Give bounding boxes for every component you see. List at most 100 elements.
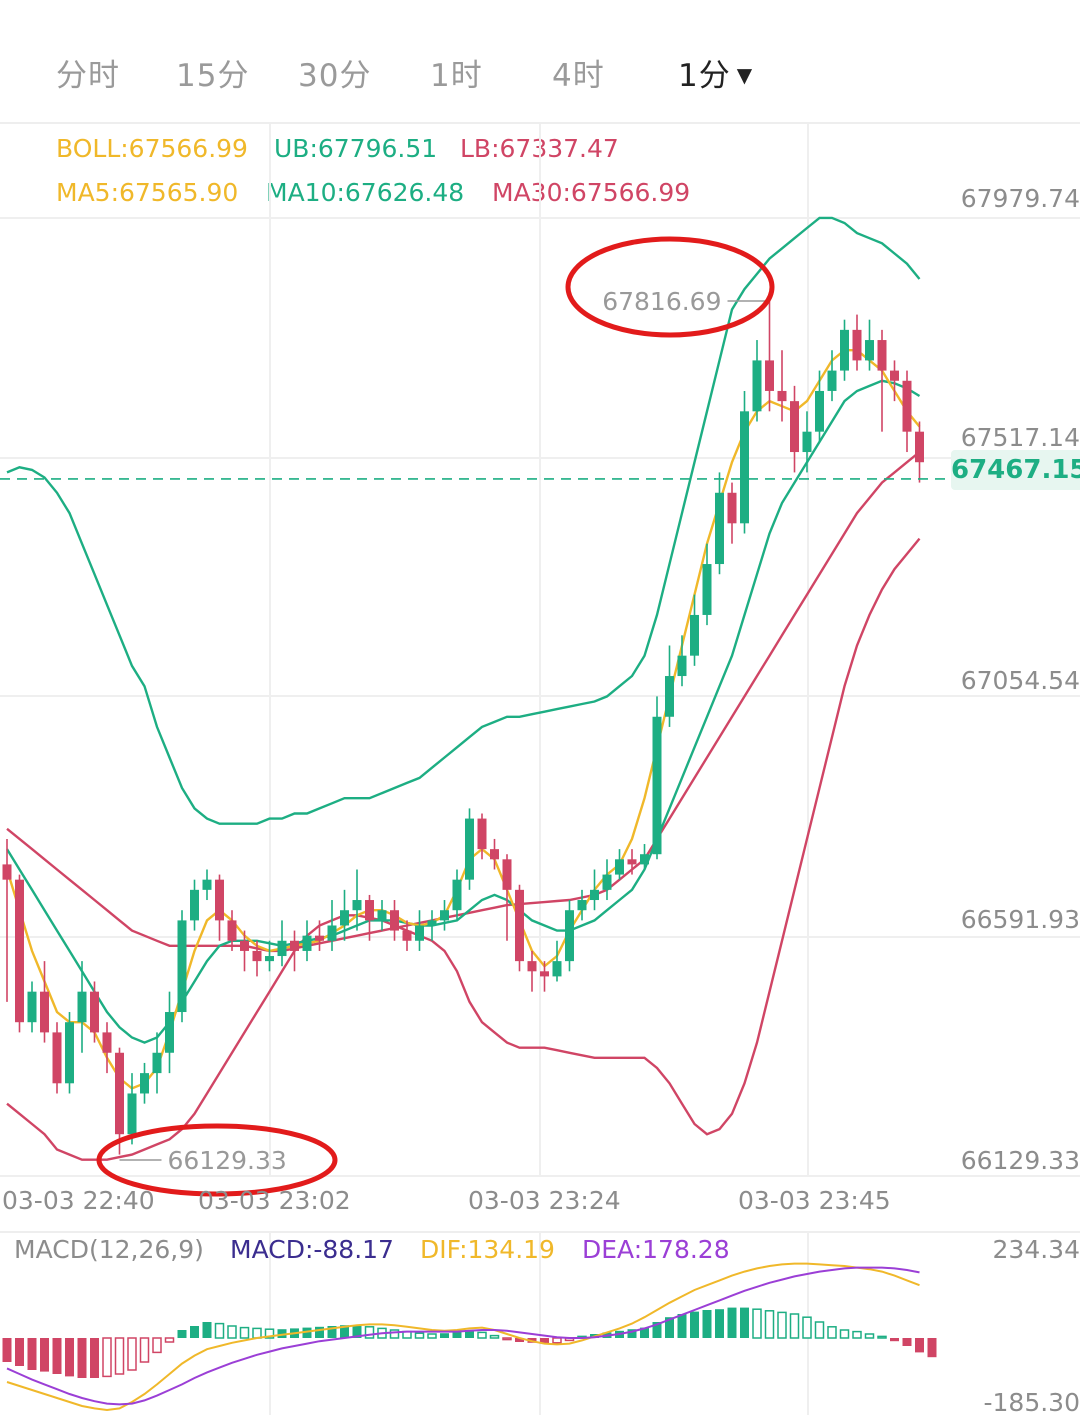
candle-body [90, 992, 99, 1033]
boll-upper-band [7, 218, 920, 824]
macd-bar [728, 1308, 737, 1338]
candle-body [403, 931, 412, 941]
macd-bar [478, 1332, 486, 1338]
macd-bar [428, 1334, 436, 1338]
macd-min-label: -185.30 [984, 1388, 1080, 1417]
macd-bar [78, 1338, 87, 1378]
candle-body [853, 330, 862, 361]
candle-body [365, 900, 374, 920]
candle-body [253, 951, 262, 961]
macd-bar [915, 1338, 924, 1352]
macd-bar [141, 1338, 149, 1362]
candle-body [28, 992, 37, 1023]
macd-value: MACD:-88.17 [230, 1235, 394, 1264]
candle-body [803, 432, 812, 452]
macd-bar [690, 1312, 699, 1338]
candle-body [903, 381, 912, 432]
y-tick-label: 67979.74 [961, 184, 1080, 213]
candle-body [840, 330, 849, 371]
macd-bar [828, 1327, 836, 1338]
candle-body [278, 941, 287, 956]
macd-bar [90, 1338, 99, 1378]
macd-bar [28, 1338, 37, 1370]
candle-body [40, 992, 49, 1033]
macd-bar [878, 1336, 886, 1338]
candle-body [703, 564, 712, 615]
macd-bar [816, 1322, 824, 1338]
min-price-label: 66129.33 [168, 1146, 287, 1175]
macd-bar [53, 1338, 62, 1374]
macd-bar [116, 1338, 124, 1374]
candle-body [453, 880, 462, 911]
macd-bar [241, 1328, 249, 1338]
macd-bar [128, 1338, 136, 1370]
macd-bar [153, 1338, 161, 1352]
macd-bar [866, 1334, 874, 1338]
y-tick-label: 67054.54 [961, 666, 1080, 695]
candle-body [528, 961, 537, 971]
candle-body [415, 925, 424, 940]
candle-body [765, 360, 774, 391]
candle-body [578, 900, 587, 910]
macd-bar [903, 1338, 912, 1346]
macd-bar [740, 1308, 749, 1338]
candle-body [153, 1053, 162, 1073]
candle-body [690, 615, 699, 656]
macd-bar [778, 1312, 786, 1338]
candle-body [653, 717, 662, 854]
candle-body [465, 819, 474, 880]
macd-bar [928, 1338, 937, 1357]
current-price-tag: 67467.15 [951, 450, 1080, 490]
candle-body [515, 890, 524, 961]
candle-body [828, 371, 837, 391]
macd-bar [890, 1338, 899, 1341]
candle-body [590, 890, 599, 900]
macd-bar [491, 1336, 499, 1338]
candle-body [65, 1022, 74, 1083]
candle-body [728, 493, 737, 524]
y-tick-label: 67517.14 [961, 423, 1080, 452]
candle-body [715, 493, 724, 564]
candle-body [115, 1053, 124, 1134]
ma5-line [7, 350, 920, 1088]
x-tick-label: 03-03 23:02 [198, 1186, 351, 1215]
candle-body [740, 411, 749, 523]
macd-bar [703, 1310, 712, 1338]
macd-bar [15, 1338, 24, 1366]
candle-body [640, 854, 649, 864]
x-tick-label: 03-03 22:40 [2, 1186, 155, 1215]
macd-bar [216, 1324, 224, 1338]
macd-bar [440, 1333, 449, 1338]
candle-body [165, 1012, 174, 1053]
candle-body [878, 340, 887, 371]
candle-body [665, 676, 674, 717]
x-tick-label: 03-03 23:24 [468, 1186, 621, 1215]
candle-body [53, 1032, 62, 1083]
macd-bar [416, 1333, 424, 1338]
candle-body [678, 656, 687, 676]
candle-body [428, 920, 437, 925]
macd-bar [678, 1314, 687, 1338]
candle-body [440, 910, 449, 920]
candle-body [478, 819, 487, 850]
candle-body [128, 1093, 137, 1134]
candle-body [865, 340, 874, 360]
candle-body [390, 910, 399, 930]
candle-body [353, 900, 362, 910]
candle-body [215, 880, 224, 921]
candle-body [753, 360, 762, 411]
macd-bar [203, 1322, 212, 1338]
candle-body [503, 859, 512, 890]
candle-body [3, 864, 12, 879]
macd-bar [166, 1338, 174, 1342]
ma10-line [7, 381, 920, 1043]
candle-body [15, 880, 24, 1023]
candle-body [603, 875, 612, 890]
candle-body [778, 391, 787, 401]
candle-body [890, 371, 899, 381]
macd-max-label: 234.34 [993, 1235, 1080, 1264]
macd-bar [553, 1338, 561, 1343]
candle-body [565, 910, 574, 961]
candle-body [615, 859, 624, 874]
candle-body [103, 1032, 112, 1052]
